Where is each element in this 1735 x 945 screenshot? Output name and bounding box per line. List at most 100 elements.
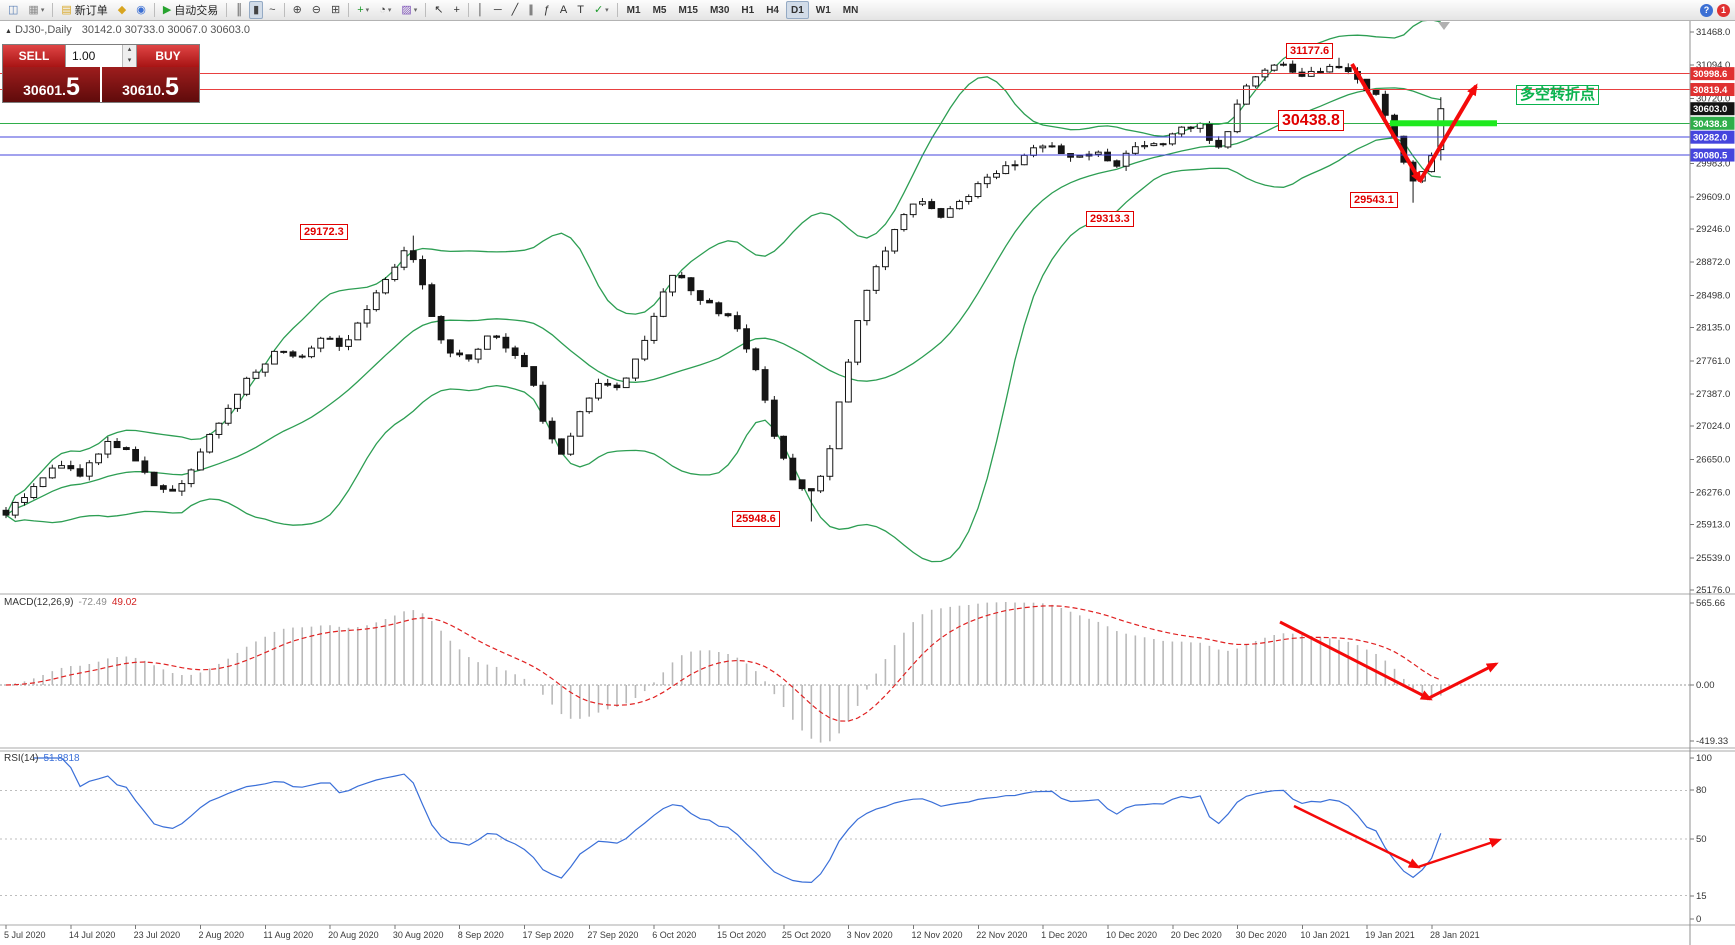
auto-trading[interactable]: ▶ 自动交易 [159,1,222,19]
price-marker-badge [1690,67,1735,81]
macd-label: MACD(12,26,9) -72.49 49.02 [4,597,137,608]
macd-name: MACD(12,26,9) [4,597,74,608]
chart-profiles[interactable]: ▦ ▾ [24,1,48,19]
templates[interactable]: ▨ ▾ [397,1,421,19]
indicator-axis[interactable]: 565.66 0.00 -419.33 100 80 50 15 0 [1690,598,1728,925]
crosshair[interactable]: + [450,1,464,19]
cursor[interactable]: ↖ [430,1,447,19]
svg-text:30 Aug 2020: 30 Aug 2020 [393,930,444,940]
rsi-name: RSI(14) [4,753,39,764]
macd-panel[interactable] [0,602,1690,743]
zoom-in[interactable]: ⊕ [289,1,306,19]
new-chart-icon: ◫ [8,3,19,16]
arrow-objects-caret-icon[interactable]: ▾ [605,7,609,14]
price-label-31177[interactable]: 31177.6 [1286,43,1334,59]
arrow-objects[interactable]: ✓ ▾ [590,1,613,19]
equidistant-channel-icon: ∥ [528,3,534,16]
timeframes-menu-caret-icon[interactable]: ▾ [387,7,392,14]
horizontal-line[interactable]: ─ [490,1,506,19]
equidistant-channel[interactable]: ∥ [524,1,538,19]
chart-bars[interactable]: ║ [231,1,247,19]
tf-m5[interactable]: M5 [648,1,672,19]
rsi-label: RSI(14) 51.8818 [4,753,80,764]
chart-candles[interactable]: ▮ [249,1,264,19]
main-panel[interactable] [0,20,1690,563]
svg-text:22 Nov 2020: 22 Nov 2020 [976,930,1027,940]
svg-text:100: 100 [1696,753,1712,764]
svg-text:28135.0: 28135.0 [1696,323,1730,334]
buy-price[interactable]: 30610. 5 [102,67,199,102]
toolbar-divider [616,3,618,17]
text-label[interactable]: T [573,1,588,19]
volume-increase-button[interactable]: ▴ [123,45,136,56]
sell-price[interactable]: 30601. 5 [3,67,100,102]
vertical-line[interactable]: │ [473,1,488,19]
price-label-29543[interactable]: 29543.1 [1350,192,1398,208]
price-label-25948[interactable]: 25948.6 [732,511,780,527]
notifications-icon[interactable]: 1 [1717,3,1730,17]
trend-arrows-main[interactable] [1350,62,1478,184]
date-axis[interactable]: 5 Jul 2020 14 Jul 2020 23 Jul 2020 2 Aug 20… [4,925,1480,940]
support-zone-bar[interactable] [1390,120,1497,127]
tf-m15[interactable]: M15 [673,1,702,19]
rsi-panel[interactable] [0,757,1690,897]
tf-m30[interactable]: M30 [705,1,734,19]
volume-decrease-button[interactable]: ▾ [123,56,136,67]
trend-arrows-macd[interactable] [1279,620,1499,701]
toolbar-divider [153,3,155,17]
chart-line-icon: ~ [269,3,276,16]
chart-line[interactable]: ~ [265,1,279,19]
templates-caret-icon[interactable]: ▾ [413,7,418,14]
price-label-29313[interactable]: 29313.3 [1086,211,1134,227]
svg-text:29246.0: 29246.0 [1696,224,1730,235]
text-tool[interactable]: A [556,1,571,19]
price-label-30438[interactable]: 30438.8 [1278,110,1344,131]
new-chart[interactable]: ◫ [4,1,22,19]
toolbar-divider [425,3,427,17]
buy-button[interactable]: BUY [137,45,199,67]
help-icon[interactable]: ? [1700,3,1713,17]
toolbar-divider [52,3,54,17]
svg-text:29983.0: 29983.0 [1696,159,1730,170]
trendline[interactable]: ╱ [508,1,523,19]
tf-mn[interactable]: MN [838,1,864,19]
tf-h4[interactable]: H4 [761,1,784,19]
tf-m1[interactable]: M1 [622,1,646,19]
svg-text:30438.8: 30438.8 [1693,119,1727,130]
zoom-out[interactable]: ⊖ [308,1,325,19]
price-label-29172[interactable]: 29172.3 [300,224,348,240]
svg-text:20 Dec 2020: 20 Dec 2020 [1171,930,1222,940]
cursor-icon: ↖ [434,3,444,16]
trend-arrows-rsi[interactable] [1293,804,1502,869]
svg-text:10 Dec 2020: 10 Dec 2020 [1106,930,1157,940]
collapse-icon[interactable]: ▲ [5,28,12,35]
tf-h1[interactable]: H1 [736,1,759,19]
chart-background[interactable] [0,20,1735,945]
indicators-caret-icon[interactable]: ▾ [365,7,370,14]
indicators[interactable]: + ▾ [353,1,373,19]
chart-shift-marker-icon[interactable] [1438,22,1450,30]
volume-value[interactable]: 1.00 [72,49,96,63]
svg-text:25913.0: 25913.0 [1696,520,1730,531]
tf-d1[interactable]: D1 [785,1,809,19]
svg-text:3 Nov 2020: 3 Nov 2020 [847,930,893,940]
fibonacci[interactable]: ƒ [540,1,554,19]
timeframes-menu[interactable]: ◔ ▾ [375,1,395,19]
navigator[interactable]: ◉ [132,1,150,19]
tf-w1[interactable]: W1 [811,1,836,19]
svg-text:8 Sep 2020: 8 Sep 2020 [458,930,504,940]
chart-profiles-caret-icon[interactable]: ▾ [40,7,45,14]
turning-point-label[interactable]: 多空转折点 [1516,85,1600,105]
svg-text:565.66: 565.66 [1696,598,1725,609]
svg-text:20 Aug 2020: 20 Aug 2020 [328,930,379,940]
chart-profiles-icon: ▦ [28,3,39,16]
price-axis[interactable]: 31468.0 31094.0 30720.0 29983.0 29609.0 29246… [1690,27,1735,596]
sell-button[interactable]: SELL [3,45,65,67]
market-watch[interactable]: ◆ [114,1,130,19]
sell-price-pip: 5 [65,73,80,101]
volume-input[interactable]: 1.00 ▴ ▾ [65,45,137,67]
svg-text:25176.0: 25176.0 [1696,585,1730,596]
new-order[interactable]: ▤ 新订单 [57,1,111,19]
tile-windows[interactable]: ⊞ [327,1,344,19]
